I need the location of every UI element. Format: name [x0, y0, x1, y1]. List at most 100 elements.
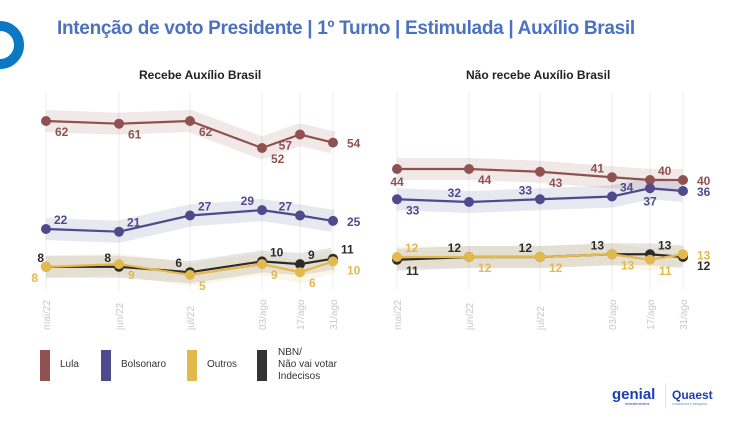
- data-label-bolsonaro: 29: [241, 194, 255, 208]
- data-label-nbn: 12: [519, 241, 533, 255]
- data-point-lula: [535, 166, 545, 177]
- x-tick-label: 17/ago: [296, 299, 307, 330]
- quaest-logo-sub: consultoria e pesquisa: [672, 402, 707, 406]
- data-label-nbn: 13: [658, 238, 672, 252]
- data-label-bolsonaro: 21: [127, 216, 141, 230]
- series-line-lula: [397, 167, 683, 182]
- data-label-bolsonaro: 33: [406, 203, 420, 217]
- data-point-bolsonaro: [607, 191, 617, 202]
- legend-swatch-lula: [40, 350, 50, 381]
- data-label-nbn: 10: [270, 245, 284, 259]
- data-label-bolsonaro: 34: [620, 181, 634, 195]
- series-line-lula: [45, 119, 334, 150]
- data-label-outros: 12: [549, 261, 563, 275]
- data-label-lula: 40: [658, 164, 672, 178]
- legend-swatch-nbn: [257, 350, 267, 381]
- data-label-outros: 12: [405, 241, 419, 255]
- x-tick-label: mai/22: [393, 300, 404, 330]
- data-label-outros: 9: [271, 268, 278, 282]
- legend-label-outros: Outros: [207, 359, 238, 370]
- data-point-bolsonaro: [257, 205, 267, 216]
- data-label-bolsonaro: 37: [643, 194, 657, 208]
- legend-label-lula: Lula: [60, 359, 79, 370]
- data-point-bolsonaro: [295, 210, 305, 221]
- legend-label-nbn: NBN/ Não vai votar Indecisos: [278, 347, 337, 383]
- data-point-outros: [328, 256, 338, 267]
- quaest-logo: Quaest: [672, 388, 713, 402]
- brand-circle-logo: [0, 21, 24, 69]
- data-point-lula: [678, 175, 688, 185]
- x-tick-label: 03/ago: [258, 299, 269, 330]
- data-point-lula: [257, 143, 267, 153]
- data-label-outros: 9: [128, 268, 135, 282]
- data-label-outros: 10: [347, 263, 361, 277]
- data-label-nbn: 12: [448, 241, 462, 255]
- data-label-outros: 13: [621, 258, 635, 272]
- data-label-bolsonaro: 36: [697, 185, 711, 199]
- data-label-nbn: 11: [406, 264, 419, 278]
- data-point-bolsonaro: [41, 224, 51, 234]
- data-point-outros: [185, 269, 195, 280]
- data-point-lula: [41, 116, 51, 126]
- data-label-nbn: 6: [175, 256, 182, 270]
- data-label-lula: 57: [279, 139, 293, 153]
- x-tick-label: jul/22: [536, 306, 547, 331]
- data-point-outros: [464, 252, 474, 262]
- data-point-bolsonaro: [678, 186, 688, 196]
- genial-logo: genial: [612, 386, 656, 403]
- data-label-lula: 44: [478, 173, 492, 187]
- data-label-bolsonaro: 25: [347, 215, 361, 229]
- chart-title-nao-recebe: Não recebe Auxílio Brasil: [466, 68, 611, 82]
- data-point-bolsonaro: [392, 194, 402, 205]
- data-point-lula: [185, 116, 195, 126]
- data-label-nbn: 8: [104, 251, 111, 265]
- data-point-nbn: [295, 259, 305, 270]
- data-point-outros: [645, 254, 655, 265]
- data-label-outros: 11: [659, 264, 672, 278]
- series-line-bolsonaro: [45, 208, 334, 233]
- x-tick-label: jul/22: [186, 306, 197, 331]
- legend-swatch-outros: [187, 350, 197, 381]
- data-label-nbn: 11: [341, 243, 354, 257]
- data-label-outros: 12: [478, 261, 492, 275]
- data-label-lula: 40: [697, 174, 711, 188]
- legend-label-nbn-line1: NBN/: [278, 347, 302, 358]
- x-tick-label: jun/22: [465, 302, 476, 331]
- data-point-bolsonaro: [328, 215, 338, 226]
- data-label-bolsonaro: 32: [448, 186, 462, 200]
- data-point-lula: [607, 172, 617, 183]
- data-point-lula: [114, 118, 124, 129]
- data-point-bolsonaro: [535, 194, 545, 205]
- data-label-bolsonaro: 27: [279, 200, 293, 214]
- data-point-bolsonaro: [464, 197, 474, 207]
- data-label-outros: 5: [199, 279, 206, 293]
- data-point-outros: [678, 249, 688, 260]
- data-label-lula: 61: [128, 128, 142, 142]
- data-point-lula: [392, 164, 402, 174]
- data-label-outros: 6: [309, 276, 316, 290]
- data-label-nbn: 13: [591, 238, 605, 252]
- legend-label-nbn-line3: Indecisos: [278, 371, 321, 382]
- data-label-outros: 8: [31, 271, 38, 285]
- legend-label-bolsonaro: Bolsonaro: [121, 359, 167, 370]
- data-label-outros: 13: [697, 248, 711, 262]
- series-line-nbn: [46, 257, 334, 274]
- data-point-bolsonaro: [114, 226, 124, 237]
- data-label-lula: 44: [390, 175, 404, 189]
- data-label-bolsonaro: 22: [54, 213, 68, 227]
- data-point-bolsonaro: [645, 183, 655, 194]
- data-point-outros: [41, 261, 51, 272]
- data-point-outros: [607, 249, 617, 260]
- data-point-lula: [328, 137, 338, 148]
- x-tick-label: 31/ago: [679, 299, 690, 330]
- x-tick-label: 31/ago: [329, 299, 340, 330]
- series-line-outros: [397, 253, 684, 261]
- logo-divider: [665, 383, 666, 409]
- data-point-bolsonaro: [185, 210, 195, 221]
- data-point-outros: [114, 259, 124, 270]
- data-point-lula: [464, 164, 474, 174]
- data-label-lula: 41: [591, 161, 605, 175]
- x-tick-label: mai/22: [42, 300, 53, 330]
- data-label-lula: 62: [199, 125, 213, 139]
